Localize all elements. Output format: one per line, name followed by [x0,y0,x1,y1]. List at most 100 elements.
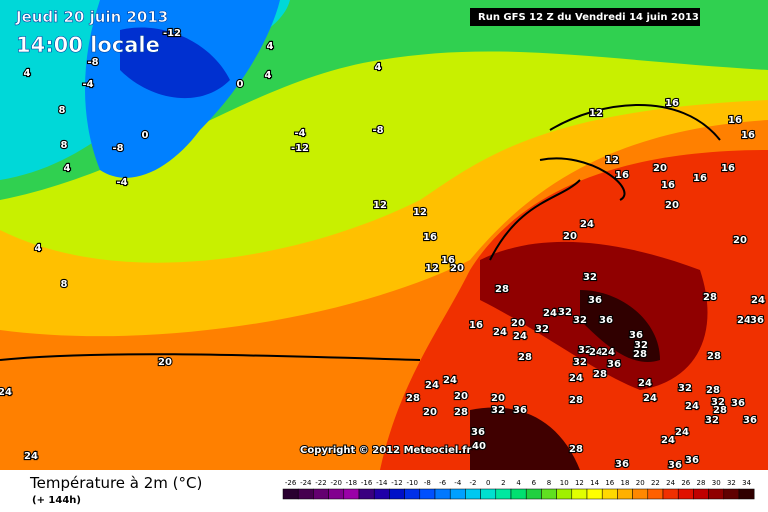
contour-label: 24 [601,347,615,358]
scale-cell [434,488,451,500]
scale-cell [419,488,436,500]
contour-label: 20 [733,235,747,246]
contour-label: 40 [472,441,486,452]
scale-tick-label: 34 [742,479,751,487]
contour-label: 4 [375,62,382,73]
contour-label: 28 [495,284,509,295]
contour-label: 20 [491,393,505,404]
scale-tick-label: -14 [376,479,388,487]
contour-label: 32 [711,397,725,408]
contour-label: 28 [633,349,647,360]
contour-label: 32 [578,345,592,356]
scale-cell [358,488,375,500]
contour-label: -8 [112,143,123,154]
contour-label: 16 [693,173,707,184]
contour-label: 36 [743,415,757,426]
coastline [489,104,721,261]
contour-label: 20 [563,231,577,242]
contour-label: 24 [643,393,657,404]
legend-title: Température à 2m (°C) [29,474,202,492]
contour-label: 36 [750,315,764,326]
contour-label: 28 [518,352,532,363]
contour-label: 28 [569,395,583,406]
contour-label: -4 [82,79,93,90]
contour-label: 12 [425,263,439,274]
zone-hot [580,290,660,362]
contour-label: 32 [634,340,648,351]
contour-label: 28 [707,351,721,362]
time: 14:00 locale [16,33,160,57]
contour-label: 28 [454,407,468,418]
zone-hot-africa [470,407,580,470]
contour-label: 28 [593,369,607,380]
contour-label: 24 [24,451,38,462]
scale-tick-label: 6 [532,479,537,487]
contour-label: 24 [513,331,527,342]
scale-cell [343,488,360,500]
scale-cell [541,488,557,500]
contour-label: 20 [423,407,437,418]
contour-label: 16 [721,163,735,174]
contour-label: 32 [573,357,587,368]
scale-cell [495,488,512,500]
contour-label: 24 [443,375,457,386]
contour-label: 24 [543,308,557,319]
contour-label: 8 [61,279,68,290]
lead-time: (+ 144h) [32,495,81,506]
scale-cell [510,488,527,500]
contour-label: 36 [668,460,682,471]
contour-label: 28 [706,385,720,396]
contour-label: 36 [685,455,699,466]
contour-label: 24 [580,219,594,230]
scale-cell [601,488,618,500]
contour [0,353,421,361]
contour-label: 16 [741,130,755,141]
contour-label: 24 [661,435,675,446]
contour-label: 24 [751,295,765,306]
scale-cell [632,488,649,500]
contour-label: 32 [573,315,587,326]
contour-label: 12 [373,200,387,211]
scale-cell [556,488,573,500]
scale-tick-label: -12 [391,479,402,487]
scale-tick-label: -10 [406,479,417,487]
scale-cell [297,488,314,500]
scale-cell [313,488,329,500]
scale-tick-label: 26 [681,479,690,487]
scale-cell [677,488,694,500]
contour-label: 32 [705,415,719,426]
contour-label: 24 [493,327,507,338]
contour-label: 16 [661,180,675,191]
contour-label: 20 [450,263,464,274]
contour-label: 16 [615,170,629,181]
scale-tick-label: 4 [516,479,521,487]
scale-cell [617,488,633,500]
contour-label: 36 [629,330,643,341]
contour-label: 24 [638,378,652,389]
contour-label: 12 [605,155,619,166]
contour-label: 8 [61,140,68,151]
zone-darkblue [120,27,230,99]
contour-label: 28 [703,292,717,303]
scale-tick-label: 18 [621,479,630,487]
scale-cell [662,488,679,500]
scale-cell [465,488,481,500]
scale-cell [480,488,497,500]
scale-cell [449,488,466,500]
contour-label: 16 [441,255,455,266]
scale-cell [586,488,603,500]
contour-label: 4 [64,163,71,174]
scale-cell [389,488,405,500]
scale-tick-label: 12 [575,479,584,487]
copyright: Copyright © 2012 Meteociel.fr [300,445,471,456]
scale-cell [571,488,588,500]
scale-tick-label: 28 [697,479,706,487]
scale-tick-label: -6 [439,479,447,487]
contour-label: 12 [589,108,603,119]
scale-tick-label: 20 [636,479,645,487]
scale-tick-label: 10 [560,479,569,487]
scale-tick-label: 8 [547,479,551,487]
contour-label: 24 [737,315,751,326]
contour-label: 4 [265,70,272,81]
scale-tick-label: 22 [651,479,660,487]
